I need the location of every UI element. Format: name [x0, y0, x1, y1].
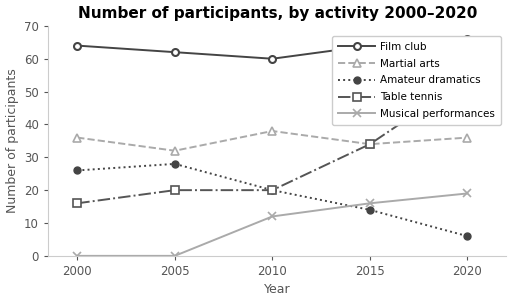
Musical performances — [172, 254, 178, 258]
Line: Film club: Film club — [74, 36, 471, 62]
Amateur dramatics — [172, 162, 178, 166]
Amateur dramatics — [74, 169, 80, 172]
X-axis label: Year: Year — [264, 284, 290, 297]
Martial arts — [464, 136, 471, 140]
Film club — [367, 44, 373, 47]
Musical performances — [367, 201, 373, 205]
Table tennis — [367, 142, 373, 146]
Table tennis — [74, 201, 80, 205]
Line: Amateur dramatics: Amateur dramatics — [74, 160, 471, 239]
Musical performances — [74, 254, 80, 258]
Martial arts — [74, 136, 80, 140]
Musical performances — [464, 192, 471, 195]
Martial arts — [269, 129, 275, 133]
Musical performances — [269, 215, 275, 218]
Line: Martial arts: Martial arts — [73, 127, 472, 155]
Y-axis label: Number of participants: Number of participants — [6, 69, 18, 213]
Film club — [74, 44, 80, 47]
Legend: Film club, Martial arts, Amateur dramatics, Table tennis, Musical performances: Film club, Martial arts, Amateur dramati… — [332, 36, 501, 125]
Film club — [172, 50, 178, 54]
Line: Table tennis: Table tennis — [73, 74, 472, 207]
Amateur dramatics — [367, 208, 373, 212]
Title: Number of participants, by activity 2000–2020: Number of participants, by activity 2000… — [77, 5, 477, 21]
Table tennis — [172, 188, 178, 192]
Martial arts — [367, 142, 373, 146]
Film club — [269, 57, 275, 61]
Amateur dramatics — [464, 234, 471, 238]
Martial arts — [172, 149, 178, 153]
Table tennis — [464, 77, 471, 80]
Film club — [464, 37, 471, 41]
Line: Musical performances: Musical performances — [73, 189, 472, 260]
Amateur dramatics — [269, 188, 275, 192]
Table tennis — [269, 188, 275, 192]
